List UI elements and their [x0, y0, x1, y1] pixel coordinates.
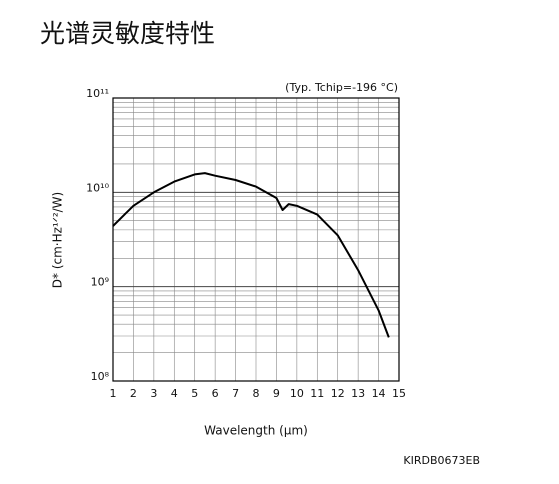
y-tick-label: 10⁸	[91, 370, 110, 383]
x-tick-label: 3	[150, 387, 157, 400]
x-axis-label: Wavelength (μm)	[204, 424, 308, 438]
y-axis-label: D* (cm·Hz¹ᐟ²/W)	[51, 192, 65, 288]
x-tick-label: 6	[212, 387, 219, 400]
x-tick-label: 2	[130, 387, 137, 400]
footer: KIRDB0673EB	[403, 454, 480, 467]
x-tick-label: 7	[232, 387, 239, 400]
x-tick-label: 9	[273, 387, 280, 400]
x-tick-label: 8	[253, 387, 260, 400]
annotation: (Typ. Tchip=-196 °C)	[285, 81, 398, 94]
x-tick-label: 12	[331, 387, 345, 400]
data-line	[112, 172, 390, 338]
x-tick-label: 1	[110, 387, 117, 400]
y-tick-label: 10⁹	[91, 276, 109, 289]
chart-title: 光谱灵敏度特性	[40, 19, 215, 48]
x-tick-label: 14	[372, 387, 386, 400]
x-tick-label: 10	[290, 387, 304, 400]
x-tick-label: 5	[191, 387, 198, 400]
x-tick-label: 13	[351, 387, 365, 400]
y-tick-label: 10¹⁰	[86, 181, 109, 194]
y-tick-label: 10¹¹	[86, 87, 109, 100]
x-tick-label: 15	[392, 387, 406, 400]
x-tick-label: 11	[310, 387, 324, 400]
plot-frame	[112, 97, 400, 382]
x-tick-label: 4	[171, 387, 178, 400]
